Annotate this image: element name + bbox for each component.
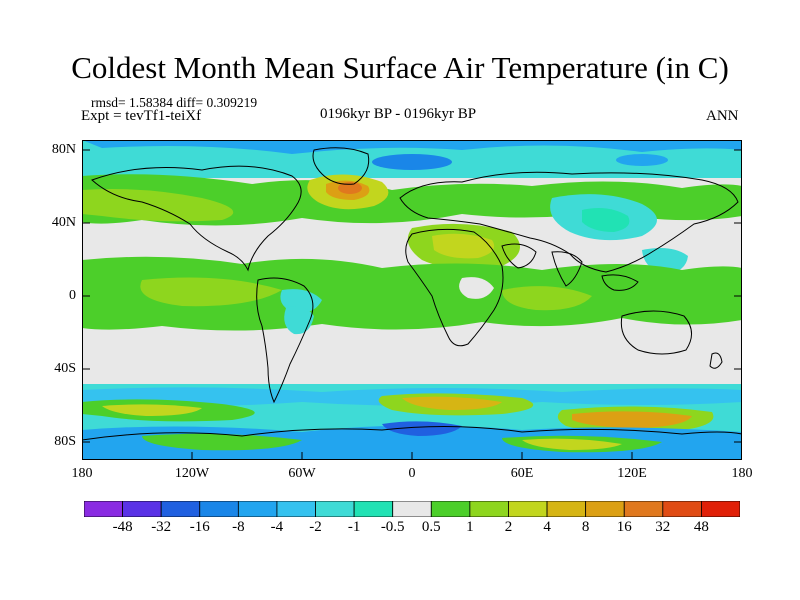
colorbar-label: -1 [347,519,361,535]
colorbar-swatch [508,501,548,517]
colorbar-label: 32 [655,519,671,535]
colorbar [84,501,740,517]
colorbar-swatch [546,501,587,517]
colorbar-label: 48 [693,519,709,535]
lat-tick-40n: 40N [51,215,76,230]
stats-text: rmsd= 1.58384 diff= 0.309219 [91,95,258,110]
colorbar-label: 8 [581,519,590,535]
lat-tick-0: 0 [69,288,76,303]
lon-tick-0: 0 [408,466,416,481]
colorbar-swatch [392,501,432,517]
lat-tick-80s: 80S [54,434,76,449]
colorbar-label: 1 [466,519,474,535]
colorbar-swatch [430,501,471,517]
map-ticks [82,149,742,460]
colorbar-swatch [585,501,625,517]
colorbar-label: -48 [112,519,133,535]
colorbar-label: 2 [504,519,513,535]
colorbar-swatch [623,501,664,517]
lon-tick-60e: 60E [510,466,534,481]
lon-tick-60w: 60W [288,466,316,481]
colorbar-label: -32 [151,519,172,535]
colorbar-label: 0.5 [421,519,441,535]
map-title: Coldest Month Mean Surface Air Temperatu… [71,50,729,85]
colorbar-swatch [353,501,394,517]
lon-tick-120e: 120E [617,466,647,481]
colorbar-swatch [199,501,239,517]
colorbar-swatch [662,501,702,517]
colorbar-swatch [276,501,316,517]
lon-tick-120w: 120W [174,466,210,481]
colorbar-swatch [315,501,355,517]
experiment-label: Expt = tevTf1-teiXf [81,108,202,124]
colorbar-label: -8 [232,519,245,535]
season-label: ANN [706,108,739,124]
coastlines [82,147,742,441]
colorbar-label: -4 [270,519,284,535]
temperature-field [82,140,742,460]
colorbar-label: -2 [309,519,322,535]
colorbar-swatch [160,501,201,517]
colorbar-swatch [84,501,123,517]
colorbar-label: 16 [616,519,632,535]
map-panel [82,140,742,460]
period-label: 0196kyr BP - 0196kyr BP [320,106,477,122]
lon-tick-180e: 180 [731,466,753,481]
lat-tick-40s: 40S [54,361,76,376]
colorbar-label: -16 [189,519,210,535]
colorbar-swatch [122,501,162,517]
colorbar-label: 4 [543,519,551,535]
colorbar-swatch [237,501,278,517]
colorbar-swatch [701,501,740,517]
lat-tick-80n: 80N [51,142,76,157]
colorbar-swatch [469,501,509,517]
colorbar-label: -0.5 [380,519,405,535]
lon-tick-180w: 180 [71,466,93,481]
